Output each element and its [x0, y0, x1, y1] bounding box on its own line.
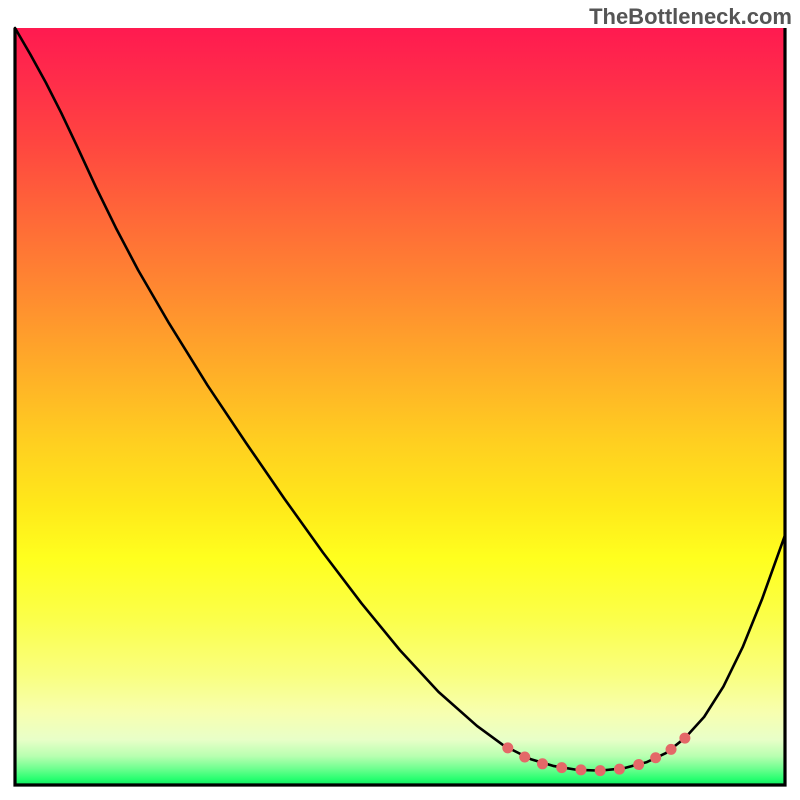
plot-background [15, 28, 785, 785]
optimal-zone-marker [520, 752, 530, 762]
optimal-zone-marker [680, 733, 690, 743]
optimal-zone-marker [614, 764, 624, 774]
watermark-text: TheBottleneck.com [589, 4, 792, 30]
chart-container: TheBottleneck.com [0, 0, 800, 800]
optimal-zone-marker [557, 763, 567, 773]
optimal-zone-marker [595, 766, 605, 776]
optimal-zone-marker [651, 753, 661, 763]
optimal-zone-marker [537, 759, 547, 769]
optimal-zone-marker [576, 765, 586, 775]
chart-svg [0, 0, 800, 800]
optimal-zone-marker [634, 760, 644, 770]
optimal-zone-marker [503, 743, 513, 753]
optimal-zone-marker [666, 744, 676, 754]
